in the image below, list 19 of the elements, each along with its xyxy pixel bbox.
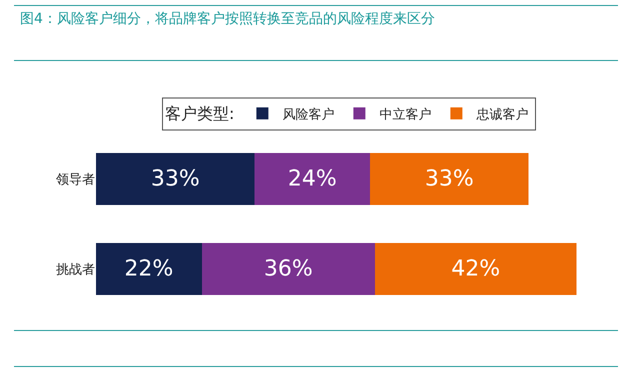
data-label: 24% — [288, 166, 337, 192]
bar — [202, 242, 375, 296]
legend-label: 忠诚客户 — [475, 106, 528, 122]
legend-label: 中立客户 — [379, 106, 432, 122]
bar — [96, 152, 255, 206]
bar — [254, 152, 370, 206]
legend-label: 风险客户 — [282, 106, 334, 122]
chart-title: 图4：风险客户细分，将品牌客户按照转换至竞品的风险程度来区分 — [20, 10, 435, 28]
data-label: 22% — [124, 256, 174, 282]
data-label: 42% — [451, 256, 500, 282]
y-tick-label: 领导者 — [56, 172, 95, 188]
y-tick-label: 挑战者 — [56, 262, 95, 278]
bar — [374, 242, 577, 296]
data-label: 36% — [264, 256, 313, 282]
bar — [370, 152, 529, 206]
data-label: 33% — [424, 166, 474, 192]
data-label: 33% — [150, 166, 200, 192]
bar — [96, 242, 202, 296]
legend-title: 客户类型: — [165, 104, 234, 124]
